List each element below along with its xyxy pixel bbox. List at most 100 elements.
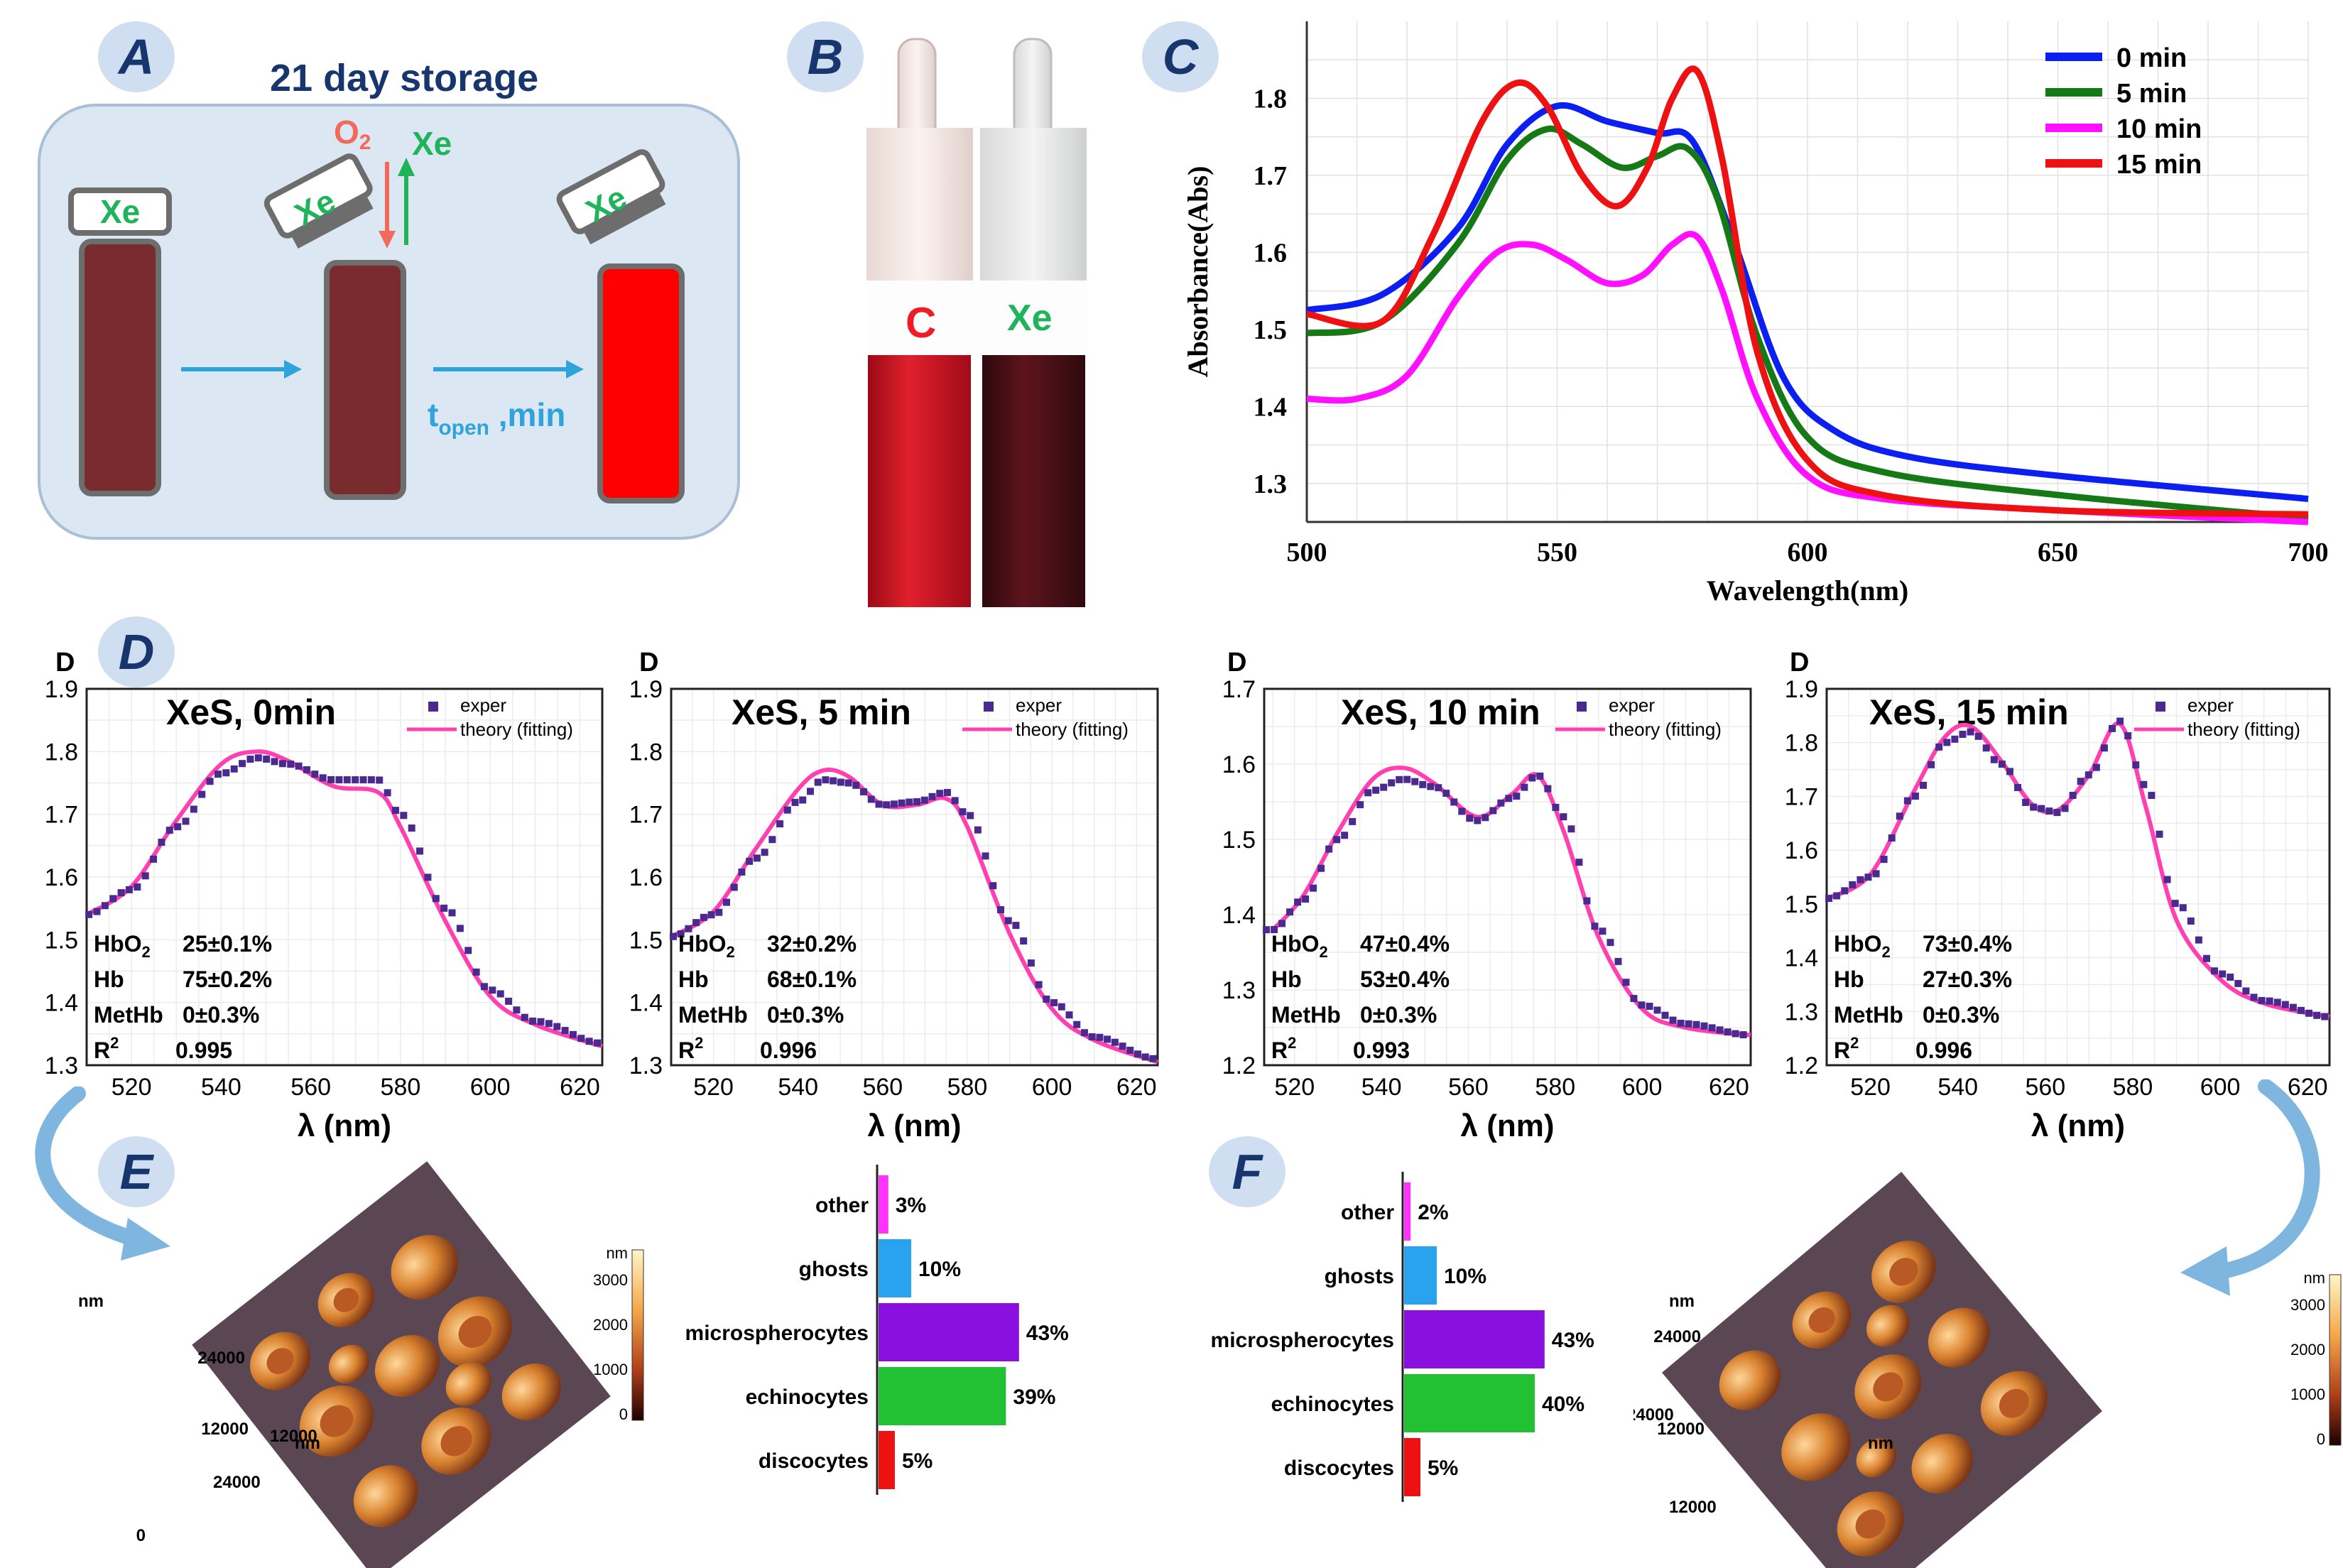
- afm-cell-center: [333, 1287, 359, 1312]
- bar-chart-f: other 2% ghosts 10% microspherocytes 43% echin…: [1211, 1172, 1594, 1502]
- theory-line: [85, 749, 603, 1049]
- panel-label-b: B: [787, 21, 864, 92]
- exper-point: [472, 968, 480, 976]
- y-tick-label: 1.5: [1222, 827, 1256, 854]
- exper-point: [2006, 768, 2013, 775]
- fit-param-label: HbO2: [1271, 931, 1328, 961]
- exper-point: [700, 913, 707, 921]
- afm-x-tick: 24000: [213, 1473, 261, 1492]
- exper-point: [1411, 778, 1419, 785]
- bar-discocytes: [879, 1431, 895, 1489]
- exper-point: [1849, 881, 1857, 888]
- exper-point: [730, 883, 738, 891]
- exper-point: [2022, 798, 2030, 806]
- exper-point: [513, 1006, 521, 1014]
- fit-param-value: 25±0.1%: [183, 931, 272, 957]
- exper-point: [2156, 830, 2163, 838]
- exper-point: [1058, 1003, 1065, 1011]
- afm-axis-unit: nm: [78, 1292, 104, 1311]
- exper-point: [206, 778, 214, 785]
- exper-point: [1857, 876, 1864, 883]
- y-tick-label: 1.6: [45, 864, 78, 891]
- exper-point: [1497, 799, 1505, 807]
- y-tick-label: 1.5: [45, 927, 78, 954]
- xe-label-tube-1: Xe: [100, 193, 140, 230]
- panel-label-e: E: [98, 1136, 175, 1207]
- exper-point: [1864, 873, 1872, 881]
- afm-cell-center: [266, 1348, 294, 1374]
- exper-point: [287, 761, 295, 768]
- legend-exper-marker: [1577, 702, 1587, 712]
- y-tick-label: 1.6: [1785, 837, 1818, 864]
- x-tick-label: 600: [1622, 1074, 1663, 1101]
- y-axis-title: D: [1790, 648, 1809, 677]
- y-axis-title: D: [639, 648, 658, 677]
- afm-cell: [1911, 1434, 1974, 1494]
- bar-category-label: ghosts: [799, 1258, 869, 1281]
- exper-point: [2061, 805, 2069, 812]
- exper-point: [117, 889, 125, 897]
- exper-point: [230, 765, 238, 773]
- y-tick-label: 1.7: [629, 802, 663, 829]
- storage-title: 21 day storage: [270, 57, 538, 99]
- chart-c-absorbance: 500 550 600 650 700 1.3 1.4 1.5 1.6 1.7 1.8 Wavelen…: [1182, 21, 2329, 606]
- plot-frame: [1263, 687, 1752, 1067]
- fit-param-label: HbO2: [94, 931, 151, 961]
- exper-point: [1935, 743, 1943, 751]
- exper-point: [715, 908, 723, 916]
- exper-point: [1646, 1003, 1653, 1011]
- exper-point: [2273, 998, 2281, 1006]
- afm-x-tick: 12000: [270, 1427, 317, 1446]
- bar-microspherocytes: [879, 1303, 1019, 1361]
- x-axis-title: λ (nm): [1461, 1109, 1555, 1143]
- bar-value-label: 2%: [1418, 1201, 1448, 1224]
- bar-category-label: microspherocytes: [1211, 1329, 1394, 1352]
- exper-point: [1027, 959, 1035, 967]
- bar-microspherocytes: [1404, 1310, 1545, 1368]
- exper-point: [1661, 1011, 1669, 1019]
- exper-point: [367, 776, 375, 784]
- afm-cell-center: [1873, 1372, 1903, 1402]
- exper-point: [2116, 717, 2124, 725]
- exper-point: [1982, 744, 1990, 752]
- exper-point: [1692, 1020, 1700, 1028]
- exper-point: [343, 776, 351, 784]
- exper-point: [1004, 917, 1012, 925]
- fit-param-value: 0.995: [175, 1038, 232, 1063]
- curved-arrow-head: [2180, 1246, 2230, 1296]
- x-tick-label: 520: [112, 1074, 152, 1101]
- exper-point: [1575, 859, 1583, 866]
- bar-value-label: 43%: [1552, 1329, 1594, 1352]
- bar-value-label: 40%: [1542, 1393, 1584, 1416]
- exper-point: [738, 869, 746, 876]
- legend-exper-marker: [984, 702, 994, 712]
- exper-point: [1427, 783, 1435, 790]
- exper-point: [1489, 807, 1497, 815]
- y-axis-title: D: [1227, 648, 1246, 677]
- bar-value-label: 5%: [1428, 1457, 1458, 1480]
- exper-point: [93, 908, 101, 915]
- exper-point: [537, 1018, 545, 1025]
- exper-point: [943, 789, 951, 797]
- bar-value-label: 5%: [902, 1449, 933, 1473]
- exper-point: [1700, 1022, 1708, 1030]
- exper-point: [1141, 1053, 1149, 1061]
- exper-point: [1653, 1006, 1661, 1014]
- exper-point: [569, 1030, 577, 1038]
- exper-point: [1442, 790, 1450, 797]
- exper-point: [1724, 1028, 1732, 1036]
- y-axis-title: D: [55, 648, 75, 677]
- y-tick-label: 1.4: [1222, 902, 1256, 929]
- afm-cell: [328, 1344, 369, 1384]
- exper-point: [1567, 825, 1575, 833]
- panel-label-c: C: [1142, 21, 1219, 92]
- exper-point: [1349, 817, 1357, 825]
- fit-param-label: Hb: [1271, 967, 1302, 992]
- afm-y-tick: 24000: [197, 1349, 245, 1368]
- curved-arrow-icon: [35, 1087, 170, 1261]
- theory-line: [670, 767, 1158, 1065]
- fit-param-value: 27±0.3%: [1923, 967, 2012, 992]
- exper-point: [1302, 895, 1310, 903]
- afm-cell-center: [458, 1316, 492, 1348]
- x-axis-title: λ (nm): [2031, 1109, 2125, 1143]
